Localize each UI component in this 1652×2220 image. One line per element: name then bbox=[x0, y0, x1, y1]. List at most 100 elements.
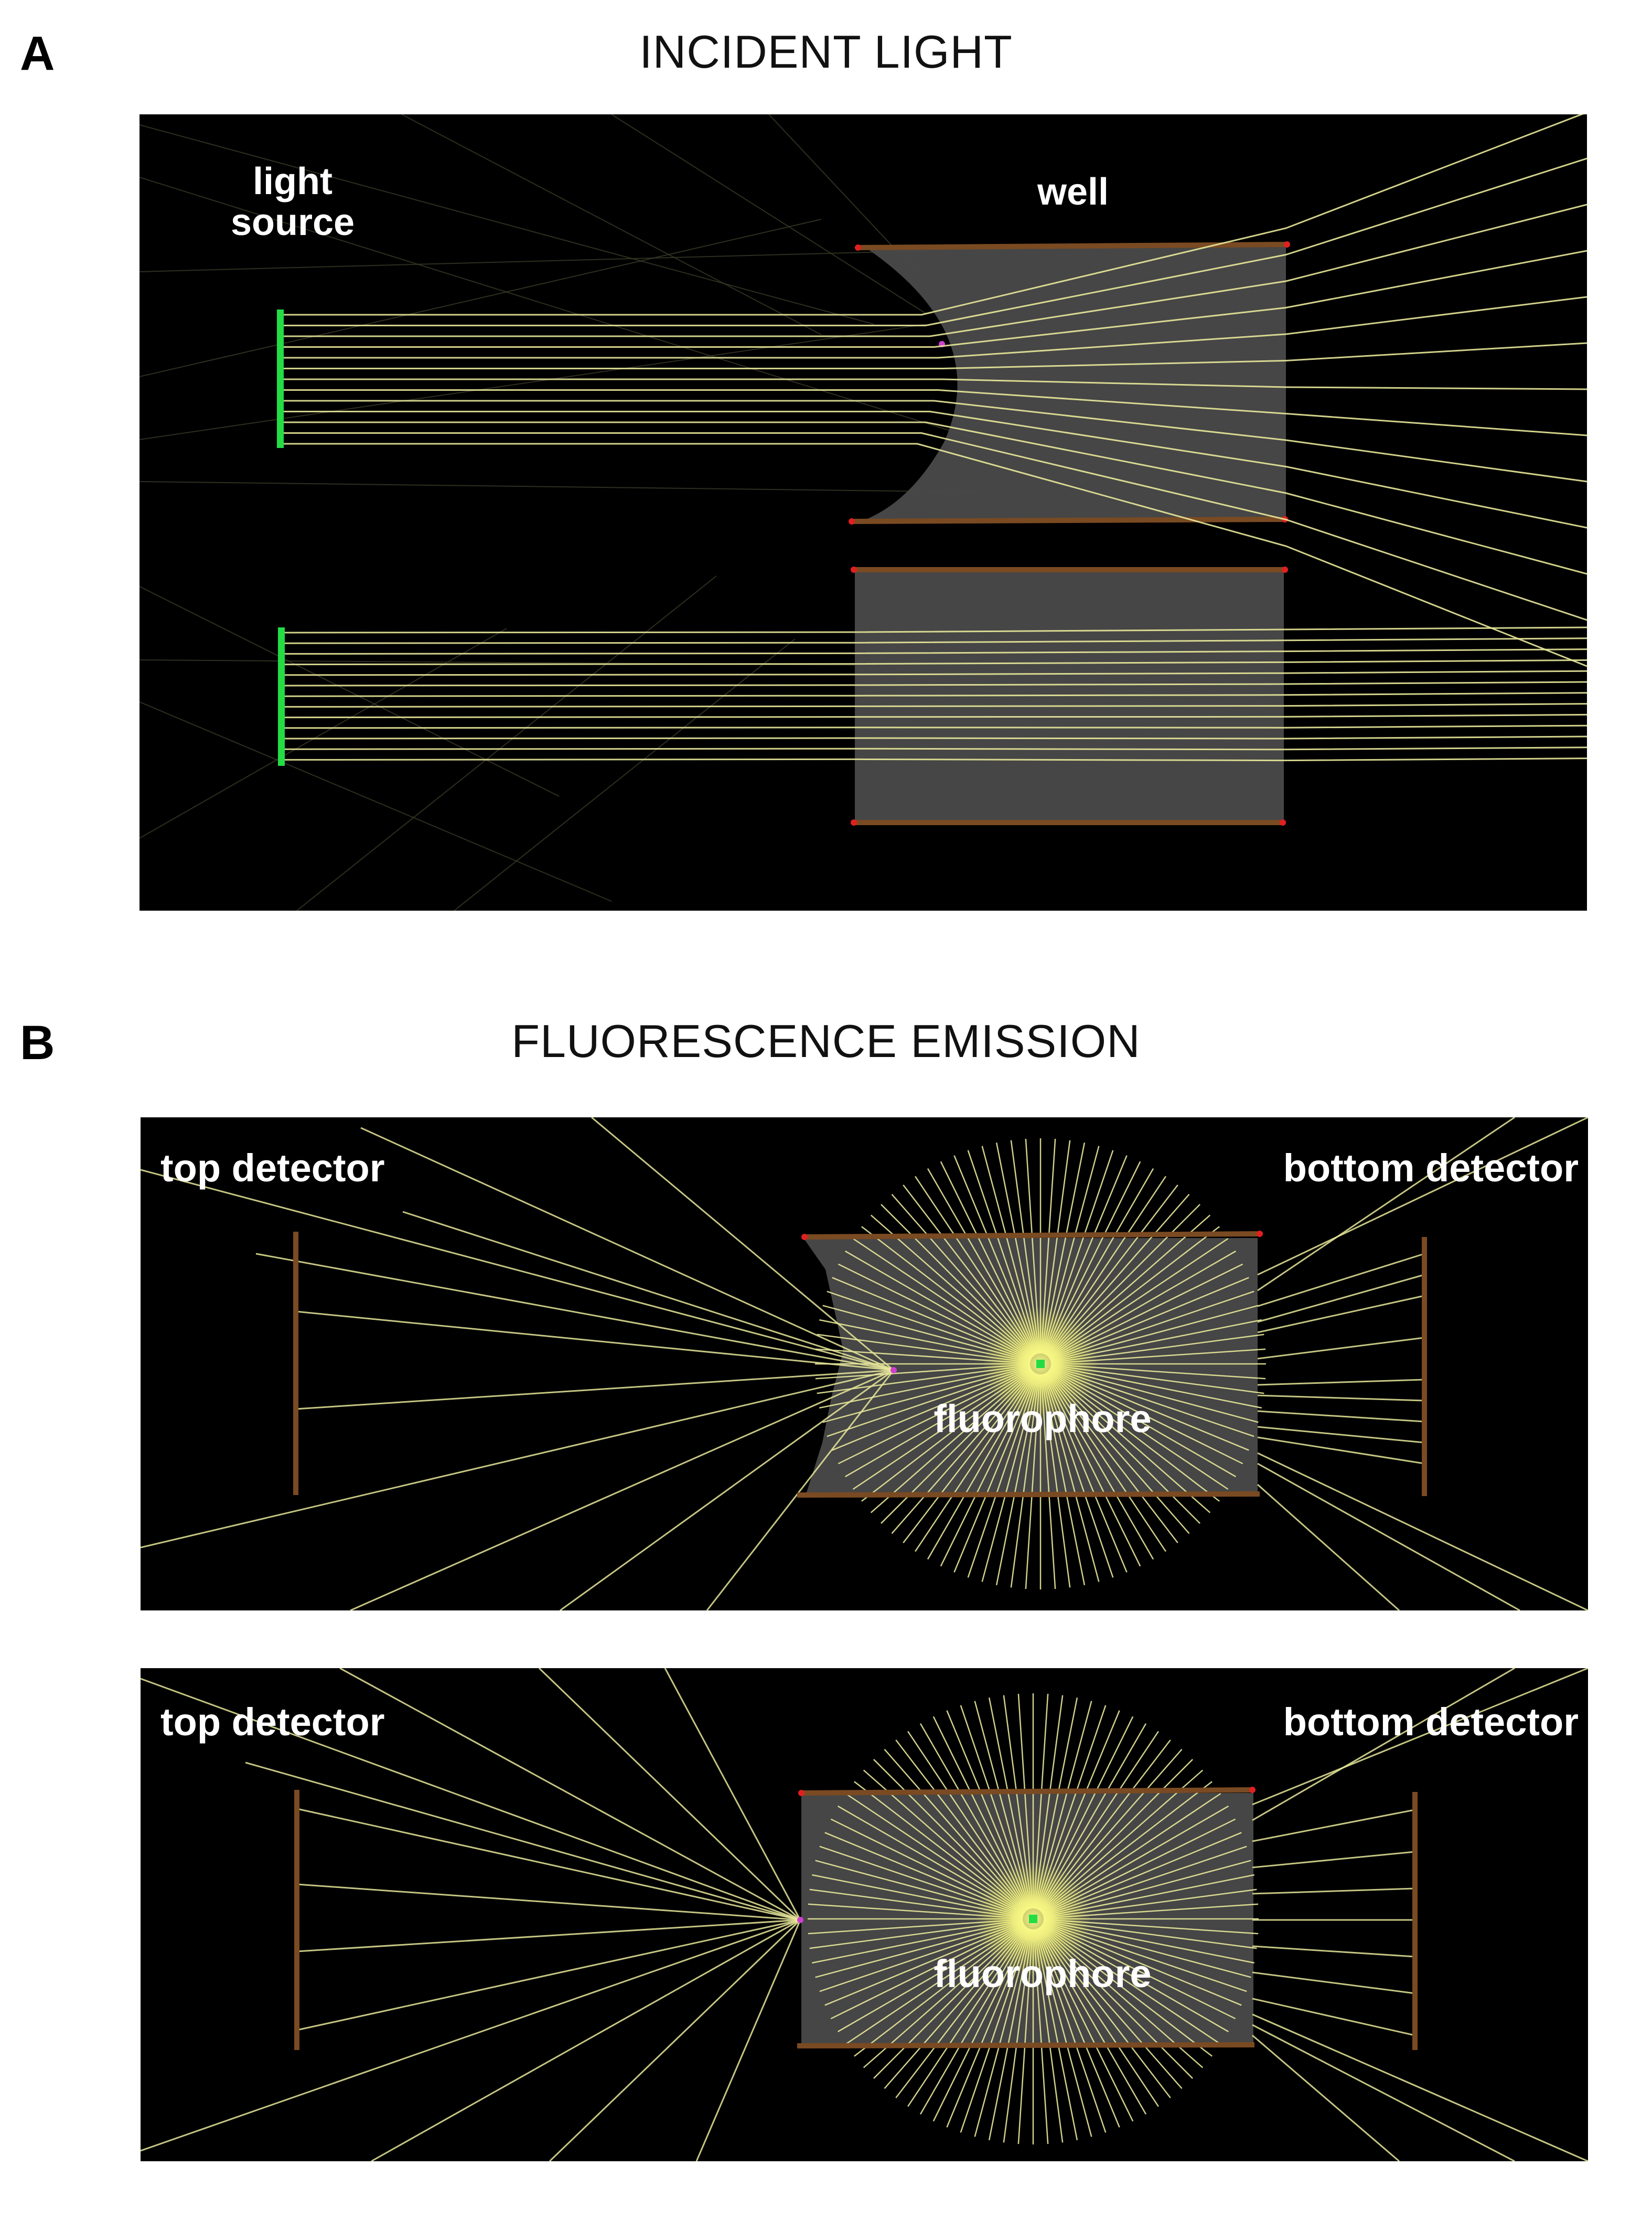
escaping-ray bbox=[1257, 1295, 1425, 1333]
incident-ray bbox=[284, 157, 1587, 326]
incident-ray bbox=[284, 378, 1587, 390]
escaping-ray bbox=[296, 1919, 801, 2031]
panel-title-a: INCIDENT LIGHT bbox=[639, 26, 1013, 78]
light-source-label: light bbox=[253, 161, 332, 202]
escaping-ray bbox=[296, 1883, 801, 1921]
faint-ray bbox=[140, 481, 979, 493]
escaping-ray bbox=[141, 1678, 801, 1921]
faint-ray bbox=[140, 628, 507, 839]
escaping-ray bbox=[1252, 1668, 1515, 1821]
faint-ray bbox=[611, 114, 927, 314]
escaping-ray bbox=[141, 1919, 801, 2152]
incident-ray bbox=[284, 389, 1587, 436]
incident-ray bbox=[284, 681, 1587, 687]
escaping-ray bbox=[360, 1127, 894, 1371]
top-detector-label: top detector bbox=[160, 1146, 385, 1190]
panel-letter-a: A bbox=[20, 27, 55, 80]
incident-rays bbox=[284, 114, 1587, 762]
escaping-ray bbox=[1252, 1809, 1415, 1842]
escaping-ray bbox=[1257, 1274, 1425, 1323]
incident-ray bbox=[284, 114, 1584, 316]
escaping-ray bbox=[1257, 1117, 1588, 1276]
incident-ray bbox=[284, 411, 1587, 529]
faint-ray bbox=[140, 219, 822, 377]
incident-ray bbox=[284, 250, 1587, 348]
incident-ray bbox=[284, 637, 1587, 644]
fluorophore-label: fluorophore bbox=[934, 1397, 1151, 1440]
escaping-ray bbox=[350, 1369, 894, 1610]
escaping-ray bbox=[255, 1253, 894, 1371]
meniscus-well-fill bbox=[862, 246, 1286, 521]
light-source-top bbox=[277, 309, 284, 448]
incident-light-scene: light source well bbox=[140, 114, 1587, 911]
fluorescence-scene-meniscus: top detector bottom detector fluorophore bbox=[141, 1117, 1588, 1610]
escaping-ray bbox=[1257, 1410, 1425, 1423]
escaping-ray bbox=[1257, 1426, 1425, 1444]
faint-ray bbox=[140, 586, 560, 797]
incident-ray bbox=[284, 626, 1587, 634]
escaping-ray bbox=[141, 1169, 894, 1371]
escaping-ray bbox=[141, 1369, 894, 1549]
well-bottom-wall bbox=[797, 2042, 1255, 2048]
escaping-ray bbox=[706, 1370, 895, 1610]
escaping-ray bbox=[371, 1919, 801, 2161]
faint-ray bbox=[140, 324, 927, 440]
corner-marker bbox=[1249, 1787, 1256, 1793]
incident-ray bbox=[284, 724, 1587, 729]
well-bottom-wall bbox=[797, 1491, 1260, 1498]
faint-ray bbox=[140, 250, 927, 272]
incident-ray bbox=[284, 342, 1587, 369]
escaping-ray bbox=[295, 1310, 894, 1371]
escaping-ray bbox=[1252, 1851, 1415, 1869]
meniscus-well bbox=[849, 241, 1290, 525]
escaping-ray bbox=[664, 1668, 801, 1920]
faint-ray bbox=[296, 575, 717, 911]
faint-ray bbox=[454, 638, 796, 911]
corner-marker bbox=[851, 819, 857, 826]
corner-marker bbox=[1282, 567, 1288, 573]
well-top-wall bbox=[801, 1787, 1253, 1796]
escaping-ray bbox=[1257, 1394, 1425, 1402]
meniscus-marker bbox=[797, 1917, 803, 1923]
meniscus-well-top-wall bbox=[857, 242, 1288, 250]
escaping-ray bbox=[402, 1211, 894, 1371]
incident-ray bbox=[284, 432, 1587, 621]
incident-ray bbox=[284, 735, 1587, 740]
well-label: well bbox=[1037, 171, 1109, 213]
corner-marker bbox=[1280, 819, 1286, 826]
fluorescence-diagram-flat: top detector bottom detector fluorophore bbox=[141, 1668, 1588, 2161]
light-source-bottom bbox=[278, 627, 285, 766]
incident-ray bbox=[284, 746, 1587, 751]
fluorescence-diagram-meniscus: top detector bottom detector fluorophore bbox=[141, 1117, 1588, 1610]
escaping-ray bbox=[339, 1668, 801, 1921]
fluorophore-label: fluorophore bbox=[934, 1952, 1151, 1995]
well-top-wall bbox=[804, 1231, 1260, 1240]
emission-rays bbox=[141, 1117, 1588, 1610]
escaping-ray bbox=[549, 1919, 801, 2161]
light-source-label: source bbox=[231, 201, 355, 243]
escaping-ray bbox=[1252, 1971, 1415, 1994]
top-detector-label: top detector bbox=[160, 1700, 385, 1744]
escaping-ray bbox=[1257, 1117, 1515, 1292]
incident-ray bbox=[284, 659, 1587, 666]
escaping-ray bbox=[1257, 1483, 1400, 1610]
incident-ray bbox=[284, 204, 1587, 337]
escaping-ray bbox=[1257, 1379, 1425, 1386]
incident-ray bbox=[284, 421, 1587, 575]
incident-ray bbox=[284, 648, 1587, 655]
faint-ray bbox=[401, 114, 822, 335]
faint-ray bbox=[140, 177, 979, 440]
bottom-detector-label: bottom detector bbox=[1283, 1146, 1579, 1190]
incident-ray bbox=[284, 703, 1587, 708]
panel-title-b: FLUORESCENCE EMISSION bbox=[511, 1015, 1141, 1067]
incident-ray bbox=[284, 296, 1587, 359]
incident-ray bbox=[284, 670, 1587, 676]
escaping-ray bbox=[538, 1668, 801, 1921]
fluorophore-point bbox=[1029, 1915, 1037, 1923]
faint-ray bbox=[140, 124, 874, 325]
escaping-ray bbox=[1252, 1945, 1415, 1958]
escaping-ray bbox=[296, 1808, 801, 1921]
corner-marker bbox=[798, 1790, 804, 1796]
corner-marker bbox=[855, 244, 861, 251]
corner-marker bbox=[851, 567, 857, 573]
